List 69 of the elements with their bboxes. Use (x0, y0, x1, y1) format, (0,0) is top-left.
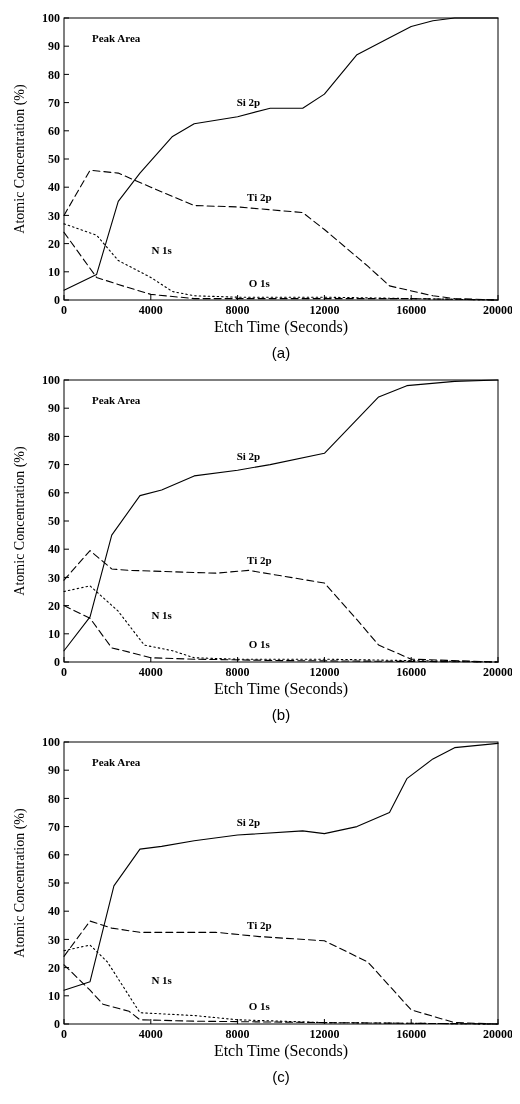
y-axis-title: Atomic Concentration (%) (12, 446, 28, 596)
annotation: Peak Area (92, 756, 141, 768)
y-tick-label: 30 (48, 932, 60, 947)
series-label: Ti 2p (247, 190, 272, 203)
x-tick-label: 8000 (225, 1027, 250, 1041)
series-label: Si 2p (236, 450, 261, 463)
series-label: N 1s (151, 608, 173, 621)
y-tick-label: 80 (48, 67, 60, 82)
text: (a) (271, 344, 291, 361)
series-label: O 1s (248, 638, 271, 651)
series-label: Si 2p (236, 95, 261, 108)
x-tick-label: 4000 (138, 303, 163, 317)
y-tick-label: 60 (48, 848, 60, 862)
y-tick-label: 90 (48, 763, 60, 778)
y-tick-label: 60 (48, 486, 60, 500)
y-tick-label: 20 (48, 236, 60, 251)
y-tick-label: 10 (48, 989, 60, 1003)
x-axis-title: Etch Time (Seconds) (213, 680, 349, 698)
x-tick-label: 16000 (396, 665, 427, 679)
series-label: Ti 2p (247, 554, 272, 567)
x-tick-label: 8000 (225, 303, 250, 317)
y-tick-label: 90 (48, 39, 60, 54)
y-tick-label: 10 (48, 265, 60, 279)
text: (c) (272, 1068, 290, 1085)
x-tick-label: 20000 (483, 1027, 513, 1041)
series-label: O 1s (248, 999, 271, 1012)
y-axis-title: Atomic Concentration (%) (12, 808, 28, 958)
y-tick-label: 30 (48, 208, 60, 223)
y-tick-label: 40 (48, 180, 60, 195)
x-tick-label: 12000 (309, 665, 340, 679)
annotation: Peak Area (92, 32, 141, 44)
y-axis-title: Atomic Concentration (%) (12, 84, 28, 234)
x-tick-label: 16000 (396, 1027, 427, 1041)
series-label: Ti 2p (247, 918, 272, 931)
y-tick-label: 20 (48, 598, 60, 613)
y-tick-label: 80 (48, 429, 60, 444)
x-tick-label: 4000 (138, 1027, 163, 1041)
y-tick-label: 10 (48, 627, 60, 641)
y-tick-label: 50 (48, 152, 60, 167)
y-tick-label: 70 (48, 819, 60, 834)
series-label: O 1s (248, 276, 271, 289)
x-tick-label: 12000 (309, 303, 340, 317)
x-tick-label: 20000 (483, 665, 513, 679)
y-tick-label: 100 (42, 11, 60, 26)
y-tick-label: 90 (48, 401, 60, 416)
x-tick-label: 8000 (225, 665, 250, 679)
y-tick-label: 30 (48, 570, 60, 585)
y-tick-label: 70 (48, 95, 60, 110)
y-tick-label: 80 (48, 791, 60, 806)
y-tick-label: 100 (42, 735, 60, 750)
x-tick-label: 4000 (138, 665, 163, 679)
x-tick-label: 16000 (396, 303, 427, 317)
x-tick-label: 20000 (483, 303, 513, 317)
y-tick-label: 50 (48, 514, 60, 529)
x-axis-title: Etch Time (Seconds) (213, 1042, 349, 1060)
y-tick-label: 70 (48, 457, 60, 472)
y-tick-label: 40 (48, 904, 60, 919)
y-tick-label: 40 (48, 542, 60, 557)
series-label: N 1s (151, 244, 173, 257)
y-tick-label: 20 (48, 960, 60, 975)
series-label: Si 2p (236, 816, 261, 829)
annotation: Peak Area (92, 394, 141, 406)
x-axis-title: Etch Time (Seconds) (213, 318, 349, 336)
text: N 1s (151, 973, 173, 986)
y-tick-label: 50 (48, 876, 60, 891)
y-tick-label: 60 (48, 124, 60, 138)
text: (b) (271, 706, 291, 723)
x-tick-label: 12000 (309, 1027, 340, 1041)
y-tick-label: 100 (42, 373, 60, 388)
